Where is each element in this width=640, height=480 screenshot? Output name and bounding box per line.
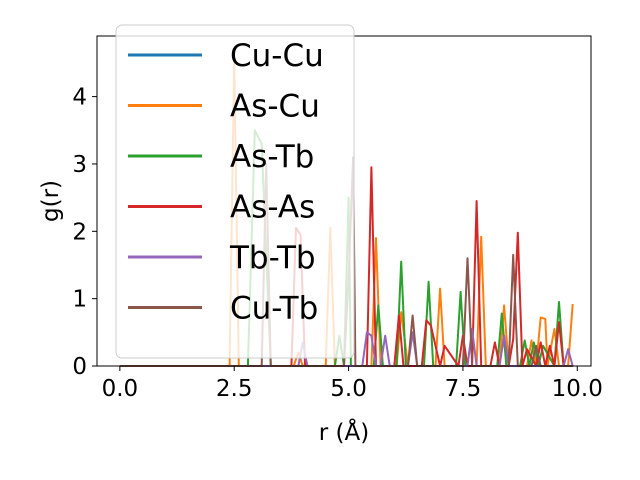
x-tick-label: 10.0 [552, 376, 603, 402]
axes: 0.0 2.5 5.0 7.5 10.0 0 1 2 3 4 [72, 35, 603, 402]
legend: Cu-Cu As-Cu As-Tb As-As Tb-Tb Cu-Tb [115, 24, 355, 359]
legend-label-4: Tb-Tb [229, 240, 316, 276]
legend-box [115, 24, 355, 359]
x-tick-label: 0.0 [102, 376, 139, 402]
y-tick-label: 1 [72, 287, 87, 313]
x-tick-label: 2.5 [216, 376, 253, 402]
y-tick-label: 3 [72, 152, 87, 178]
legend-label-5: Cu-Tb [230, 291, 318, 327]
x-tick-label: 7.5 [445, 376, 482, 402]
legend-label-3: As-As [230, 190, 315, 226]
legend-label-0: Cu-Cu [230, 38, 324, 74]
y-tick-label: 0 [72, 354, 87, 380]
y-axis-label: g(r) [38, 180, 64, 222]
y-tick-label: 2 [72, 219, 87, 245]
legend-label-2: As-Tb [230, 139, 314, 175]
series-line-1 [119, 55, 574, 367]
y-tick-label: 4 [72, 85, 87, 111]
legend-label-1: As-Cu [230, 89, 320, 125]
x-axis-label: r (Å) [319, 418, 369, 446]
x-tick-label: 5.0 [330, 376, 367, 402]
